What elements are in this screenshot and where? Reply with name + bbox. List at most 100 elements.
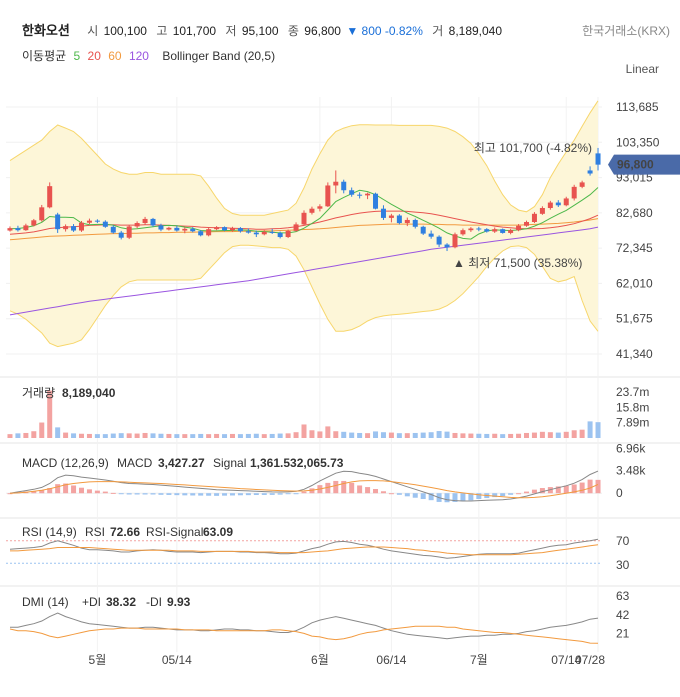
macd-histogram-bar[interactable] (516, 493, 522, 495)
macd-histogram-bar[interactable] (428, 493, 434, 501)
macd-histogram-bar[interactable] (404, 493, 410, 497)
candle-body[interactable] (301, 212, 307, 225)
volume-bar[interactable] (166, 433, 172, 438)
macd-histogram-bar[interactable] (412, 493, 418, 498)
volume-bar[interactable] (516, 433, 522, 438)
candle-body[interactable] (269, 231, 275, 233)
macd-histogram-bar[interactable] (78, 487, 84, 494)
candle-body[interactable] (39, 207, 45, 221)
volume-bar[interactable] (524, 432, 530, 438)
macd-histogram-bar[interactable] (110, 492, 116, 494)
volume-bar[interactable] (142, 432, 148, 438)
macd-histogram-bar[interactable] (237, 493, 243, 496)
volume-bar[interactable] (190, 434, 196, 438)
volume-bar[interactable] (365, 433, 371, 438)
candle-body[interactable] (524, 222, 530, 226)
volume-bar[interactable] (484, 433, 490, 438)
volume-bar[interactable] (293, 432, 299, 438)
macd-histogram-bar[interactable] (261, 493, 267, 495)
candle-body[interactable] (476, 228, 482, 230)
candle-body[interactable] (142, 218, 148, 224)
macd-histogram-bar[interactable] (63, 483, 69, 494)
macd-histogram-bar[interactable] (198, 493, 204, 496)
macd-histogram-bar[interactable] (531, 489, 537, 494)
volume-bar[interactable] (23, 432, 29, 438)
volume-bar[interactable] (380, 432, 386, 438)
volume-bar[interactable] (102, 434, 108, 438)
volume-bar[interactable] (595, 422, 601, 438)
macd-histogram-bar[interactable] (245, 493, 251, 496)
volume-bar[interactable] (285, 433, 291, 438)
candle-body[interactable] (420, 226, 426, 234)
volume-bar[interactable] (253, 433, 259, 438)
macd-histogram-bar[interactable] (134, 493, 140, 495)
candle-body[interactable] (500, 229, 506, 233)
candle-body[interactable] (555, 202, 561, 206)
macd-histogram-bar[interactable] (222, 493, 228, 496)
volume-bar[interactable] (428, 432, 434, 438)
macd-histogram-bar[interactable] (253, 493, 259, 496)
candle-body[interactable] (484, 229, 490, 232)
volume-bar[interactable] (396, 433, 402, 438)
volume-bar[interactable] (500, 434, 506, 438)
volume-bar[interactable] (7, 434, 13, 438)
volume-bar[interactable] (587, 421, 593, 438)
volume-bar[interactable] (579, 429, 585, 438)
candle-body[interactable] (237, 228, 243, 232)
candle-body[interactable] (373, 193, 379, 209)
candle-body[interactable] (15, 228, 21, 231)
volume-bar[interactable] (63, 432, 69, 438)
macd-histogram-bar[interactable] (563, 485, 569, 494)
macd-histogram-bar[interactable] (341, 480, 347, 494)
macd-histogram-bar[interactable] (587, 479, 593, 494)
macd-histogram-bar[interactable] (524, 491, 530, 494)
volume-bar[interactable] (214, 433, 220, 438)
candle-body[interactable] (539, 208, 545, 214)
candle-body[interactable] (436, 236, 442, 245)
macd-histogram-bar[interactable] (285, 493, 291, 495)
macd-histogram-bar[interactable] (555, 486, 561, 494)
candle-body[interactable] (412, 219, 418, 227)
candle-body[interactable] (206, 229, 212, 236)
candle-body[interactable] (166, 227, 172, 230)
volume-bar[interactable] (309, 430, 315, 438)
macd-histogram-bar[interactable] (508, 493, 514, 495)
volume-bar[interactable] (452, 432, 458, 438)
macd-histogram-bar[interactable] (460, 493, 466, 502)
candle-body[interactable] (563, 198, 569, 206)
volume-bar[interactable] (325, 426, 331, 438)
candle-body[interactable] (94, 220, 100, 222)
macd-histogram-bar[interactable] (468, 493, 474, 501)
dmi-panel[interactable]: DMI (14) +DI 38.32 -DI 9.93 63 42 21 (9, 589, 630, 644)
volume-bar[interactable] (150, 433, 156, 438)
candle-body[interactable] (508, 230, 514, 233)
candle-body[interactable] (78, 222, 84, 231)
candle-body[interactable] (110, 226, 116, 233)
rsi-panel[interactable]: RSI (14,9) RSI 72.66 RSI-Signal 63.09 70 30 (6, 525, 630, 572)
macd-histogram-bar[interactable] (31, 491, 37, 494)
macd-histogram-bar[interactable] (380, 491, 386, 494)
macd-histogram-bar[interactable] (229, 493, 235, 496)
macd-histogram-bar[interactable] (277, 493, 283, 495)
candle-body[interactable] (388, 215, 394, 218)
macd-histogram-bar[interactable] (500, 493, 506, 497)
candle-body[interactable] (341, 181, 347, 191)
volume-bar[interactable] (555, 432, 561, 438)
volume-bar[interactable] (198, 433, 204, 438)
volume-bar[interactable] (55, 427, 61, 438)
volume-bar[interactable] (277, 433, 283, 438)
volume-bar[interactable] (47, 390, 53, 438)
macd-histogram-bar[interactable] (190, 493, 196, 496)
macd-histogram-bar[interactable] (373, 489, 379, 494)
volume-bar[interactable] (563, 431, 569, 438)
candle-body[interactable] (452, 234, 458, 248)
candle-body[interactable] (293, 224, 299, 231)
candle-body[interactable] (63, 226, 69, 230)
candle-body[interactable] (245, 231, 251, 233)
candle-body[interactable] (126, 226, 132, 238)
macd-histogram-bar[interactable] (166, 493, 172, 495)
volume-bar[interactable] (86, 433, 92, 438)
candle-body[interactable] (222, 227, 228, 231)
macd-histogram-bar[interactable] (174, 493, 180, 496)
